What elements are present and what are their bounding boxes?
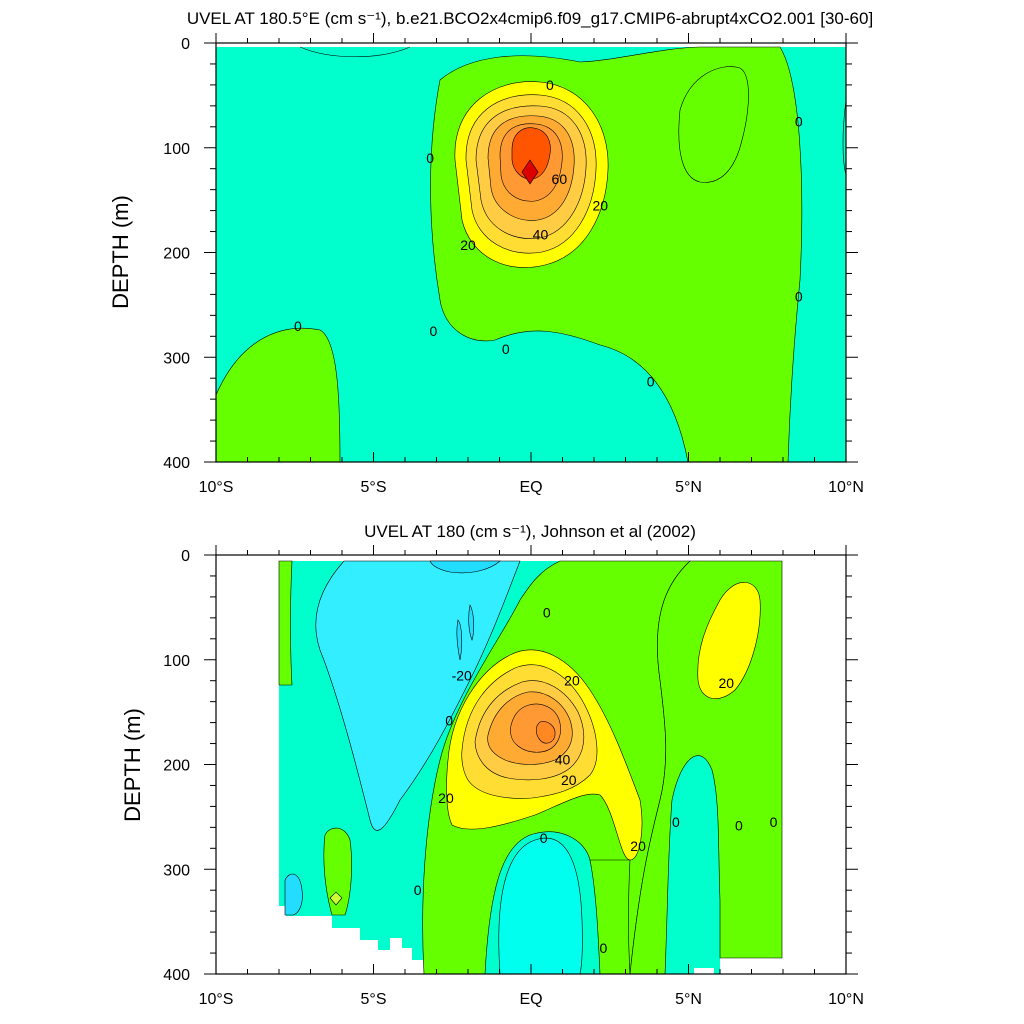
y-tick-label: 200 xyxy=(163,246,190,263)
negative-patch-3 xyxy=(468,604,475,641)
contour-label: 0 xyxy=(770,814,778,830)
zero-line-top xyxy=(299,46,411,57)
negative-patch-sw xyxy=(284,873,303,916)
panel-top: UVEL AT 180.5°E (cm s⁻¹), b.e21.BCO2x4cm… xyxy=(108,9,873,496)
positive-strip-west xyxy=(278,560,293,686)
y-tick-label: 0 xyxy=(181,548,190,565)
positive-band-south-deep xyxy=(589,859,631,974)
zero-line-right xyxy=(842,99,846,176)
contour-label: 20 xyxy=(630,838,646,854)
contour-label: 0 xyxy=(414,882,422,898)
contour-label: 0 xyxy=(429,323,437,339)
contour-label: 40 xyxy=(533,227,549,243)
panel-top-contour-labels: 0 0 60 20 40 20 0 0 0 0 0 0 xyxy=(294,77,803,389)
positive-patch-sw xyxy=(216,327,341,462)
panel-bottom-contour-labels: 0 -20 20 20 0 40 20 20 0 0 0 0 20 0 0 xyxy=(414,605,778,956)
contour-core xyxy=(535,721,556,744)
contour-label: 0 xyxy=(294,318,302,334)
y-tick-label: 0 xyxy=(181,36,190,53)
contour-label: -20 xyxy=(452,667,472,683)
y-tick-label: 400 xyxy=(163,455,190,472)
contour-label: 0 xyxy=(445,713,453,729)
y-tick-label: 100 xyxy=(163,141,190,158)
contour-label: 20 xyxy=(593,197,609,213)
contour-label: 0 xyxy=(426,150,434,166)
contour-label: 0 xyxy=(647,373,655,389)
contour-label: 60 xyxy=(552,171,568,187)
positive-patch-ne xyxy=(678,66,749,183)
contour-label: 0 xyxy=(600,940,608,956)
contour-label: 0 xyxy=(546,77,554,93)
contour-label: 0 xyxy=(672,814,680,830)
contour-label: 0 xyxy=(795,288,803,304)
contour-label: 0 xyxy=(540,830,548,846)
y-tick-label: 400 xyxy=(163,967,190,984)
x-tick-label: 5°S xyxy=(361,991,387,1008)
negative-patch-2 xyxy=(456,619,463,661)
negative-region-deep xyxy=(498,837,583,974)
contour-label: 0 xyxy=(795,114,803,130)
panel-top-title: UVEL AT 180.5°E (cm s⁻¹), b.e21.BCO2x4cm… xyxy=(187,9,873,28)
x-tick-label: 5°N xyxy=(675,479,702,496)
contour-label: 20 xyxy=(460,237,476,253)
contour-label: 0 xyxy=(543,605,551,621)
nodata-gap xyxy=(694,968,714,974)
contour-label: 20 xyxy=(564,673,580,689)
contour-70 xyxy=(511,127,551,180)
panel-top-ylabel: DEPTH (m) xyxy=(108,195,133,309)
positive-strip-sw xyxy=(323,827,352,916)
x-tick-label: 10°N xyxy=(828,479,864,496)
positive-dot-sw xyxy=(329,891,343,906)
x-tick-label: 10°S xyxy=(199,479,234,496)
surface-strip xyxy=(216,43,846,47)
panel-bottom-contour-fill xyxy=(278,560,783,974)
x-tick-label: 10°N xyxy=(828,991,864,1008)
panel-bottom-title: UVEL AT 180 (cm s⁻¹), Johnson et al (200… xyxy=(364,522,696,541)
y-tick-label: 300 xyxy=(163,350,190,367)
contour-label: 0 xyxy=(502,341,510,357)
panel-bottom-ylabel: DEPTH (m) xyxy=(120,708,145,822)
y-tick-label: 200 xyxy=(163,758,190,775)
panel-top-contour-fill xyxy=(216,43,846,462)
contour-label: 0 xyxy=(735,817,743,833)
contour-label: 20 xyxy=(561,772,577,788)
negative-patch-1 xyxy=(429,560,501,574)
y-tick-label: 100 xyxy=(163,653,190,670)
panel-bottom: UVEL AT 180 (cm s⁻¹), Johnson et al (200… xyxy=(120,522,864,1008)
contour-label: 40 xyxy=(555,751,571,767)
x-tick-label: EQ xyxy=(519,991,542,1008)
x-tick-label: 5°N xyxy=(675,991,702,1008)
x-tick-label: 10°S xyxy=(199,991,234,1008)
yellow-patch-north xyxy=(697,582,761,699)
contour-label: 20 xyxy=(438,790,454,806)
contour-label: 20 xyxy=(719,675,735,691)
x-tick-label: 5°S xyxy=(361,479,387,496)
x-tick-label: EQ xyxy=(519,479,542,496)
contour-core xyxy=(521,159,539,185)
y-tick-label: 300 xyxy=(163,862,190,879)
